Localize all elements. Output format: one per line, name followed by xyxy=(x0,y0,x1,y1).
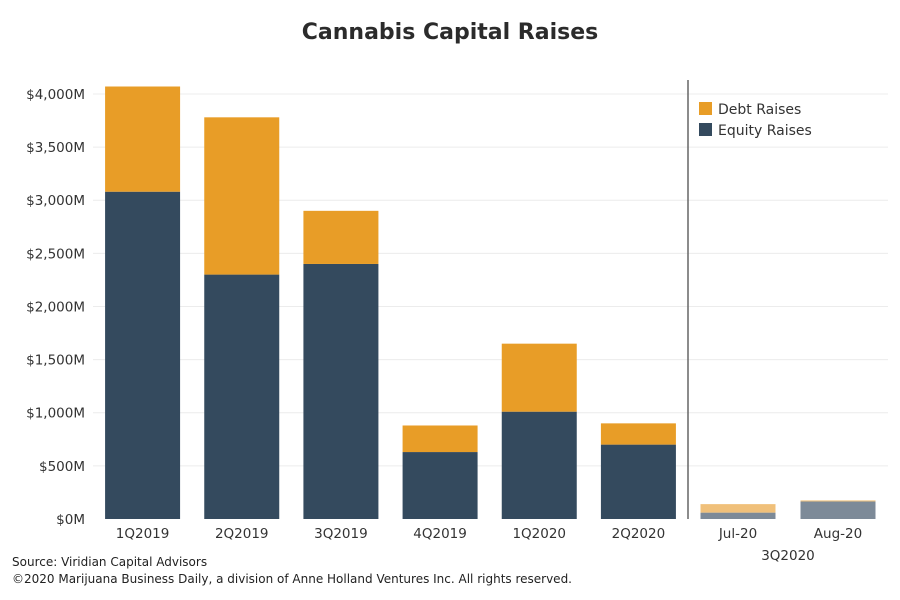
y-axis-ticks: $0M $500M $1,000M $1,500M $2,000M $2,500M $3,0… xyxy=(26,87,85,528)
bar-equity-2q2019 xyxy=(204,274,280,519)
bar-equity-3q2019 xyxy=(303,263,379,519)
legend-label: Debt Raises xyxy=(718,102,801,118)
y-tick-label: $500M xyxy=(39,459,85,475)
bar-debt-2q2019 xyxy=(204,117,280,275)
bar-equity-1q2020 xyxy=(501,411,577,519)
y-tick-label: $3,000M xyxy=(26,193,85,209)
legend-swatch xyxy=(699,102,712,115)
bar-debt-2q2020 xyxy=(600,423,676,445)
y-tick-label: $1,000M xyxy=(26,406,85,422)
x-axis-ticks: 1Q2019 2Q2019 3Q2019 4Q2019 1Q2020 2Q2020 Jul-… xyxy=(116,526,862,542)
bar-equity-1q2019 xyxy=(105,191,181,519)
source-note: Source: Viridian Capital Advisors xyxy=(12,555,208,569)
chart-title: Cannabis Capital Raises xyxy=(301,20,599,45)
bar-debt-jul-20 xyxy=(700,504,776,513)
x-tick-label: 2Q2019 xyxy=(215,526,269,542)
y-tick-label: $4,000M xyxy=(26,87,85,103)
legend-swatch xyxy=(699,123,712,136)
x-tick-label: 1Q2019 xyxy=(116,526,170,542)
bars xyxy=(105,86,876,519)
y-tick-label: $2,500M xyxy=(26,246,85,262)
x-tick-label: Aug-20 xyxy=(814,526,862,542)
x-tick-label: 3Q2019 xyxy=(314,526,368,542)
legend: Debt Raises Equity Raises xyxy=(699,102,812,139)
y-tick-label: $0M xyxy=(56,512,85,528)
x-tick-label: 2Q2020 xyxy=(612,526,666,542)
bar-debt-aug-20 xyxy=(800,500,876,502)
x-tick-label: Jul-20 xyxy=(718,526,757,542)
bar-equity-aug-20 xyxy=(800,501,876,519)
copyright-note: ©2020 Marijuana Business Daily, a divisi… xyxy=(12,572,572,586)
bar-equity-jul-20 xyxy=(700,512,776,519)
bar-equity-4q2019 xyxy=(402,452,478,519)
bar-debt-3q2019 xyxy=(303,210,379,264)
y-tick-label: $3,500M xyxy=(26,140,85,156)
y-tick-label: $2,000M xyxy=(26,299,85,315)
bar-debt-4q2019 xyxy=(402,425,478,453)
legend-label: Equity Raises xyxy=(718,123,812,139)
y-tick-label: $1,500M xyxy=(26,353,85,369)
bar-debt-1q2020 xyxy=(501,343,577,412)
x-tick-label: 1Q2020 xyxy=(512,526,566,542)
x-tick-label: 4Q2019 xyxy=(413,526,467,542)
group-label-3q2020: 3Q2020 xyxy=(761,548,815,564)
bar-debt-1q2019 xyxy=(105,86,181,192)
bar-equity-2q2020 xyxy=(600,444,676,519)
